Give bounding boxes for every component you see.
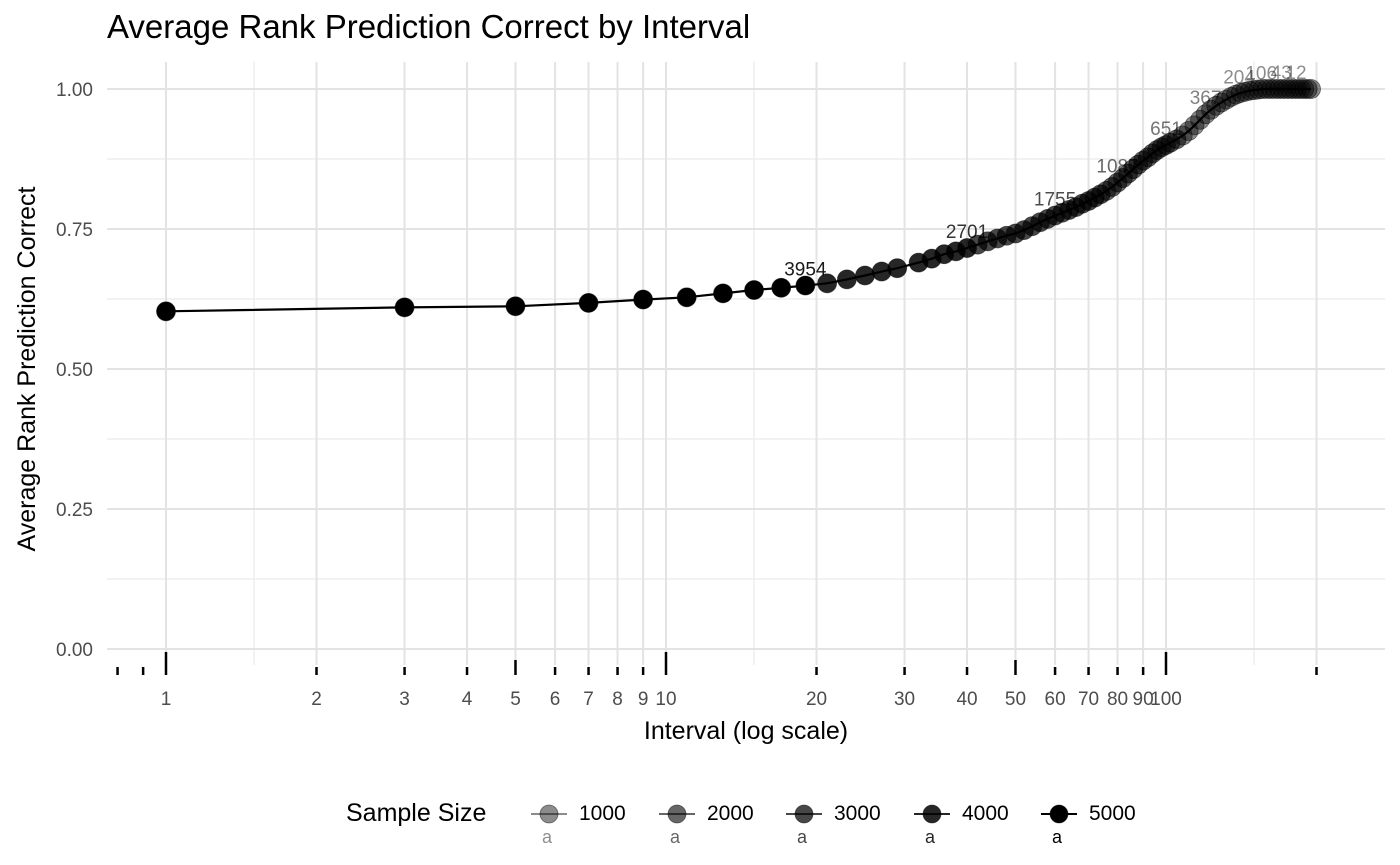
x-tick-label: 8	[612, 689, 623, 710]
data-point	[1256, 79, 1277, 99]
data-point	[1301, 79, 1321, 99]
x-tick-label: 40	[956, 689, 977, 710]
series-line	[165, 87, 1311, 313]
x-tick-label: 7	[583, 689, 594, 710]
x-tick-label: 70	[1078, 689, 1099, 710]
x-axis-title: Interval (log scale)	[644, 717, 848, 745]
data-point	[817, 273, 838, 294]
annotation-label: 1087	[1096, 157, 1138, 178]
legend-key-1000	[531, 804, 567, 824]
data-point	[1190, 109, 1210, 130]
data-point	[578, 293, 599, 313]
data-point	[394, 297, 415, 318]
legend-label: 2000	[707, 802, 754, 825]
y-tick-label: 0.50	[56, 360, 93, 381]
data-point	[713, 283, 733, 304]
x-tick-label: 100	[1150, 689, 1182, 710]
x-tick-label: 50	[1005, 689, 1026, 710]
data-point	[744, 280, 764, 300]
axis-ticks	[116, 652, 1318, 675]
legend-key-2000	[659, 804, 695, 824]
data-point	[887, 258, 908, 279]
data-point	[1184, 115, 1205, 136]
major-gridlines	[107, 62, 1385, 665]
data-point	[1206, 95, 1227, 116]
data-point	[156, 301, 176, 322]
annotation-label: 367	[1190, 88, 1222, 109]
legend-key-text: a	[542, 827, 553, 847]
data-points	[156, 79, 1321, 322]
data-point	[1201, 99, 1221, 120]
legend-title: Sample Size	[346, 799, 487, 827]
x-tick-label: 30	[894, 689, 915, 710]
x-tick-label: 5	[510, 689, 521, 710]
legend-label: 3000	[834, 802, 881, 825]
data-point	[633, 289, 654, 310]
y-tick-label: 0.00	[56, 640, 93, 661]
x-tick-label: 60	[1045, 689, 1066, 710]
annotation-label: 651	[1150, 119, 1182, 140]
y-axis-title: Average Rank Prediction Correct	[13, 186, 41, 551]
data-point	[1252, 79, 1273, 99]
data-point	[676, 287, 697, 308]
x-tick-label: 1	[161, 689, 172, 710]
data-point	[836, 269, 857, 290]
y-tick-label: 0.75	[56, 220, 93, 241]
legend-key-5000	[1041, 804, 1077, 824]
x-tick-label: 10	[655, 689, 676, 710]
x-tick-label: 9	[638, 689, 649, 710]
legend-key-text: a	[925, 827, 936, 847]
legend-key-3000	[786, 804, 822, 824]
legend-key-4000	[914, 804, 950, 824]
x-tick-label: 80	[1107, 689, 1128, 710]
x-tick-label: 4	[462, 689, 473, 710]
legend-label: 1000	[579, 802, 626, 825]
legend-key-text: a	[797, 827, 808, 847]
annotation-label: 3954	[784, 260, 827, 281]
data-point	[505, 296, 526, 317]
chart-title: Average Rank Prediction Correct by Inter…	[107, 8, 751, 45]
x-tick-label: 90	[1133, 689, 1154, 710]
data-point	[1166, 129, 1187, 150]
legend-label: 5000	[1089, 802, 1136, 825]
data-point	[1239, 80, 1260, 101]
minor-gridlines	[107, 62, 1385, 665]
legend-key-text: a	[670, 827, 681, 847]
x-tick-label: 2	[311, 689, 322, 710]
y-tick-labels: 0.00 0.25 0.50 0.75 1.00	[56, 80, 93, 661]
annotation-label: 12	[1285, 63, 1306, 84]
annotation-label: 204	[1223, 67, 1255, 88]
annotation-label: 1755	[1034, 190, 1076, 211]
legend-key-text: a	[1052, 827, 1063, 847]
data-point	[855, 265, 875, 286]
x-tick-label: 20	[806, 689, 827, 710]
data-point	[771, 277, 792, 298]
annotation-label: 2701	[946, 222, 988, 243]
series-line-group	[165, 87, 1311, 313]
annotation-label: 43	[1271, 63, 1292, 84]
y-tick-label: 0.25	[56, 500, 93, 521]
y-tick-label: 1.00	[56, 80, 93, 101]
x-tick-label: 6	[550, 689, 561, 710]
x-tick-label: 3	[399, 689, 410, 710]
legend-label: 4000	[962, 802, 1009, 825]
data-point	[795, 275, 816, 296]
annotation-label: 106	[1245, 64, 1277, 85]
